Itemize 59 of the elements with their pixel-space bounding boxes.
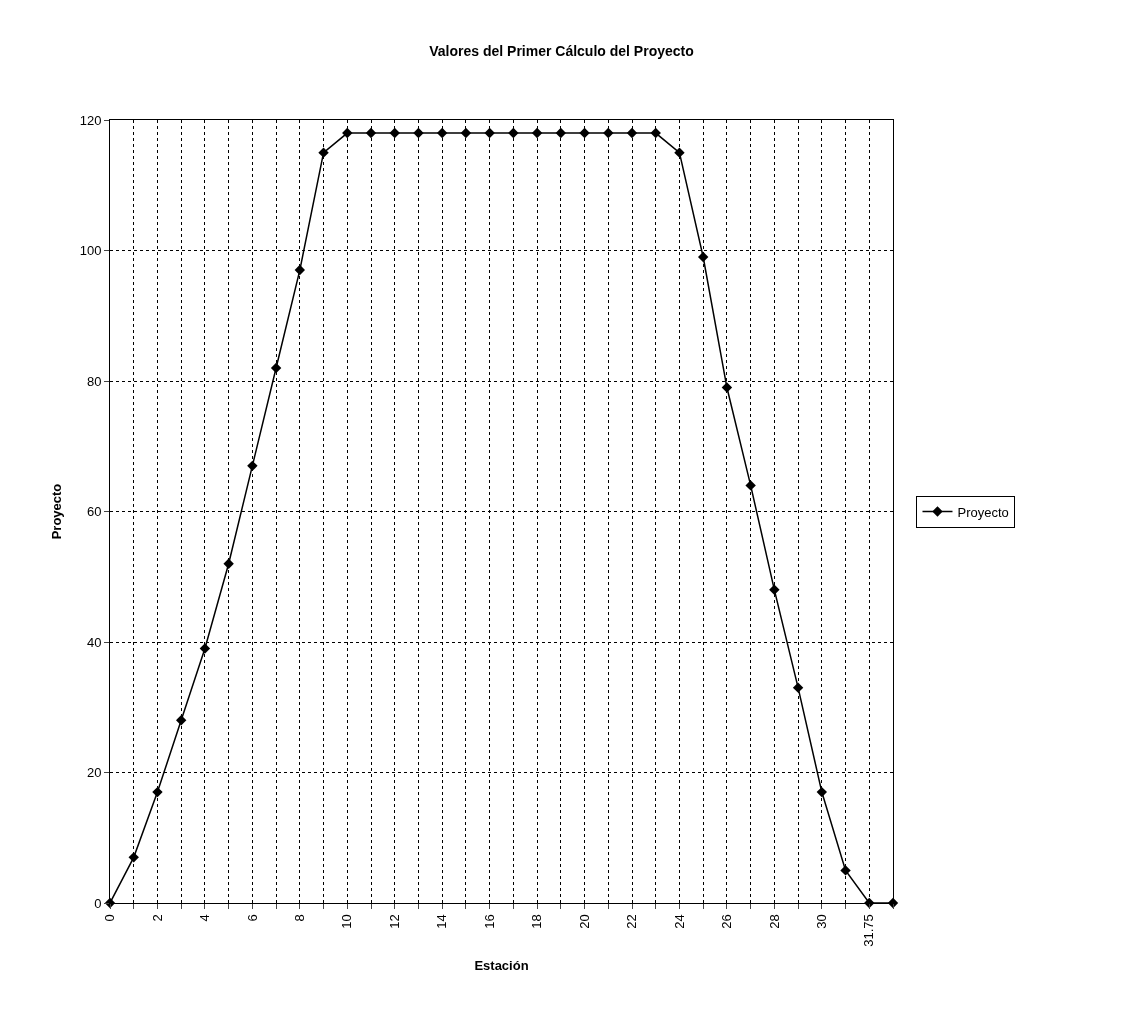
point [508, 127, 519, 139]
y-axis-title: Proyecto [48, 483, 64, 540]
point [342, 127, 353, 139]
point [555, 127, 567, 139]
point [294, 264, 306, 276]
point [603, 127, 614, 139]
x-tick-label: 14 [434, 914, 450, 929]
x-tick-label: 22 [624, 914, 640, 929]
y-tick-label: 20 [86, 765, 102, 781]
point [745, 480, 756, 491]
y-tick-label: 80 [86, 373, 102, 389]
y-tick-label: 120 [79, 112, 102, 128]
point [816, 786, 828, 798]
point [674, 147, 685, 158]
point [460, 127, 472, 139]
x-tick-label: 18 [529, 914, 545, 929]
point [579, 127, 590, 139]
point [318, 147, 329, 158]
x-tick-label: 2 [149, 914, 165, 922]
x-tick-label: 30 [814, 914, 830, 929]
point [223, 558, 234, 569]
point [413, 127, 424, 139]
y-tick-label: 60 [86, 504, 102, 520]
legend-label: Proyecto [957, 504, 1009, 520]
x-tick-label: 12 [386, 914, 402, 929]
point [531, 127, 543, 139]
point [650, 127, 661, 139]
point [247, 460, 258, 472]
point [840, 865, 851, 876]
point [792, 682, 804, 693]
x-tick-label: 26 [719, 914, 735, 929]
x-tick-label: 10 [339, 914, 355, 929]
point [199, 643, 211, 654]
point [484, 127, 495, 139]
chart-title: Valores del Primer Cálculo del Proyecto [429, 43, 694, 60]
x-axis-title: Estación [474, 958, 529, 974]
x-tick-label: 6 [244, 914, 260, 922]
point [389, 127, 400, 139]
point [626, 127, 638, 139]
x-tick-label: 20 [576, 914, 592, 929]
x-tick-label: 8 [292, 914, 308, 922]
x-tick-label: 4 [197, 914, 213, 922]
y-tick-label: 100 [79, 243, 102, 259]
y-tick-label: 40 [86, 634, 102, 650]
point [769, 584, 780, 595]
point [128, 852, 139, 863]
point [436, 127, 448, 139]
point [365, 127, 377, 139]
x-tick-label: 24 [671, 914, 687, 929]
y-tick-label: 0 [94, 895, 102, 911]
x-tick-label: 0 [102, 914, 118, 922]
point [697, 251, 709, 263]
x-tick-label: 16 [481, 914, 497, 929]
point [721, 382, 733, 393]
x-tick-label: 31.75 [861, 914, 877, 947]
point [152, 786, 163, 798]
point [270, 362, 282, 374]
point [175, 715, 187, 726]
x-tick-label: 28 [766, 914, 782, 929]
